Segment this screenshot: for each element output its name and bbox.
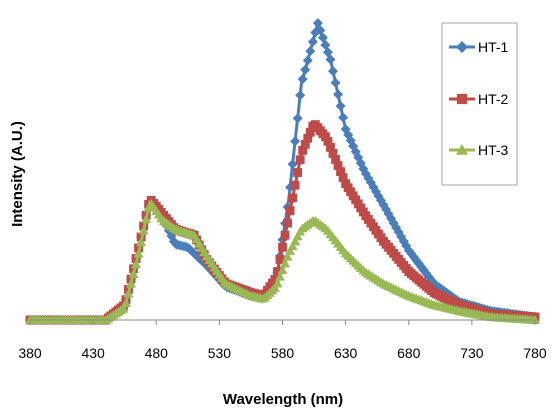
data-point xyxy=(136,237,147,247)
data-point xyxy=(120,298,131,308)
data-point xyxy=(295,155,305,165)
x-tick-label: 680 xyxy=(397,345,421,361)
data-point xyxy=(331,155,340,164)
data-point xyxy=(330,77,341,88)
x-tick-label: 580 xyxy=(271,345,295,361)
data-point xyxy=(283,218,292,228)
data-point xyxy=(297,74,308,85)
data-point xyxy=(273,267,282,276)
x-tick-label: 530 xyxy=(208,345,232,361)
x-tick-label: 730 xyxy=(460,345,484,361)
data-point xyxy=(269,282,280,292)
data-point xyxy=(287,241,298,251)
data-point xyxy=(315,25,326,36)
data-point xyxy=(126,278,136,288)
data-point xyxy=(285,245,296,255)
data-point xyxy=(338,112,349,123)
legend-label: HT-2 xyxy=(478,91,509,107)
legend-label: HT-3 xyxy=(478,142,509,158)
legend-item-ht-2: HT-2 xyxy=(449,91,509,107)
data-point xyxy=(300,139,310,149)
data-point xyxy=(274,271,285,281)
data-point xyxy=(118,303,129,313)
data-point xyxy=(282,251,293,261)
data-point xyxy=(298,145,308,155)
legend-marker xyxy=(456,93,468,105)
data-point xyxy=(321,132,330,142)
data-point xyxy=(338,173,348,183)
data-point xyxy=(128,268,139,278)
data-point xyxy=(326,142,335,152)
x-axis-title: Wavelength (nm) xyxy=(223,391,343,408)
data-point xyxy=(325,54,336,65)
data-point xyxy=(328,148,338,158)
data-point xyxy=(295,90,306,101)
legend-item-ht-1: HT-1 xyxy=(449,39,509,55)
data-point xyxy=(285,206,295,216)
data-point xyxy=(138,225,149,235)
data-point xyxy=(272,278,283,288)
data-point xyxy=(302,55,313,66)
data-point xyxy=(280,230,290,240)
legend-marker xyxy=(456,144,468,155)
data-point xyxy=(278,242,287,252)
x-tick-label: 630 xyxy=(334,345,358,361)
data-point xyxy=(275,254,285,264)
legend-box xyxy=(441,22,518,186)
data-point xyxy=(141,214,152,224)
data-point xyxy=(335,100,346,111)
data-point xyxy=(131,259,142,269)
data-point xyxy=(280,258,291,268)
data-point xyxy=(333,89,344,100)
data-point xyxy=(292,113,303,124)
data-point xyxy=(300,64,311,75)
legend: HT-1 HT-2 HT-3 xyxy=(441,22,518,186)
data-point xyxy=(323,136,333,146)
x-axis-ticks: 380 430 480 530 580 630 680 730 780 xyxy=(18,320,547,361)
data-point xyxy=(277,265,288,275)
data-point xyxy=(287,159,298,170)
x-tick-label: 480 xyxy=(145,345,169,361)
data-point xyxy=(292,231,303,241)
data-point xyxy=(336,167,345,176)
data-point xyxy=(290,236,301,246)
data-point xyxy=(305,127,315,137)
legend-item-ht-3: HT-3 xyxy=(449,142,509,158)
x-tick-label: 430 xyxy=(81,345,105,361)
data-point xyxy=(303,133,313,143)
legend-marker xyxy=(456,41,468,53)
data-point xyxy=(333,161,343,170)
data-point xyxy=(290,136,301,147)
data-point xyxy=(133,248,144,258)
x-tick-label: 780 xyxy=(523,345,547,361)
data-point xyxy=(293,168,303,177)
y-axis-title: Intensity (A.U.) xyxy=(9,121,26,227)
data-point xyxy=(307,36,318,47)
data-point xyxy=(328,66,338,77)
legend-label: HT-1 xyxy=(478,39,509,55)
data-point xyxy=(290,180,300,190)
data-point xyxy=(123,288,134,298)
data-point xyxy=(270,274,280,284)
data-point xyxy=(288,193,298,203)
data-point xyxy=(305,46,316,57)
x-tick-label: 380 xyxy=(18,345,42,361)
